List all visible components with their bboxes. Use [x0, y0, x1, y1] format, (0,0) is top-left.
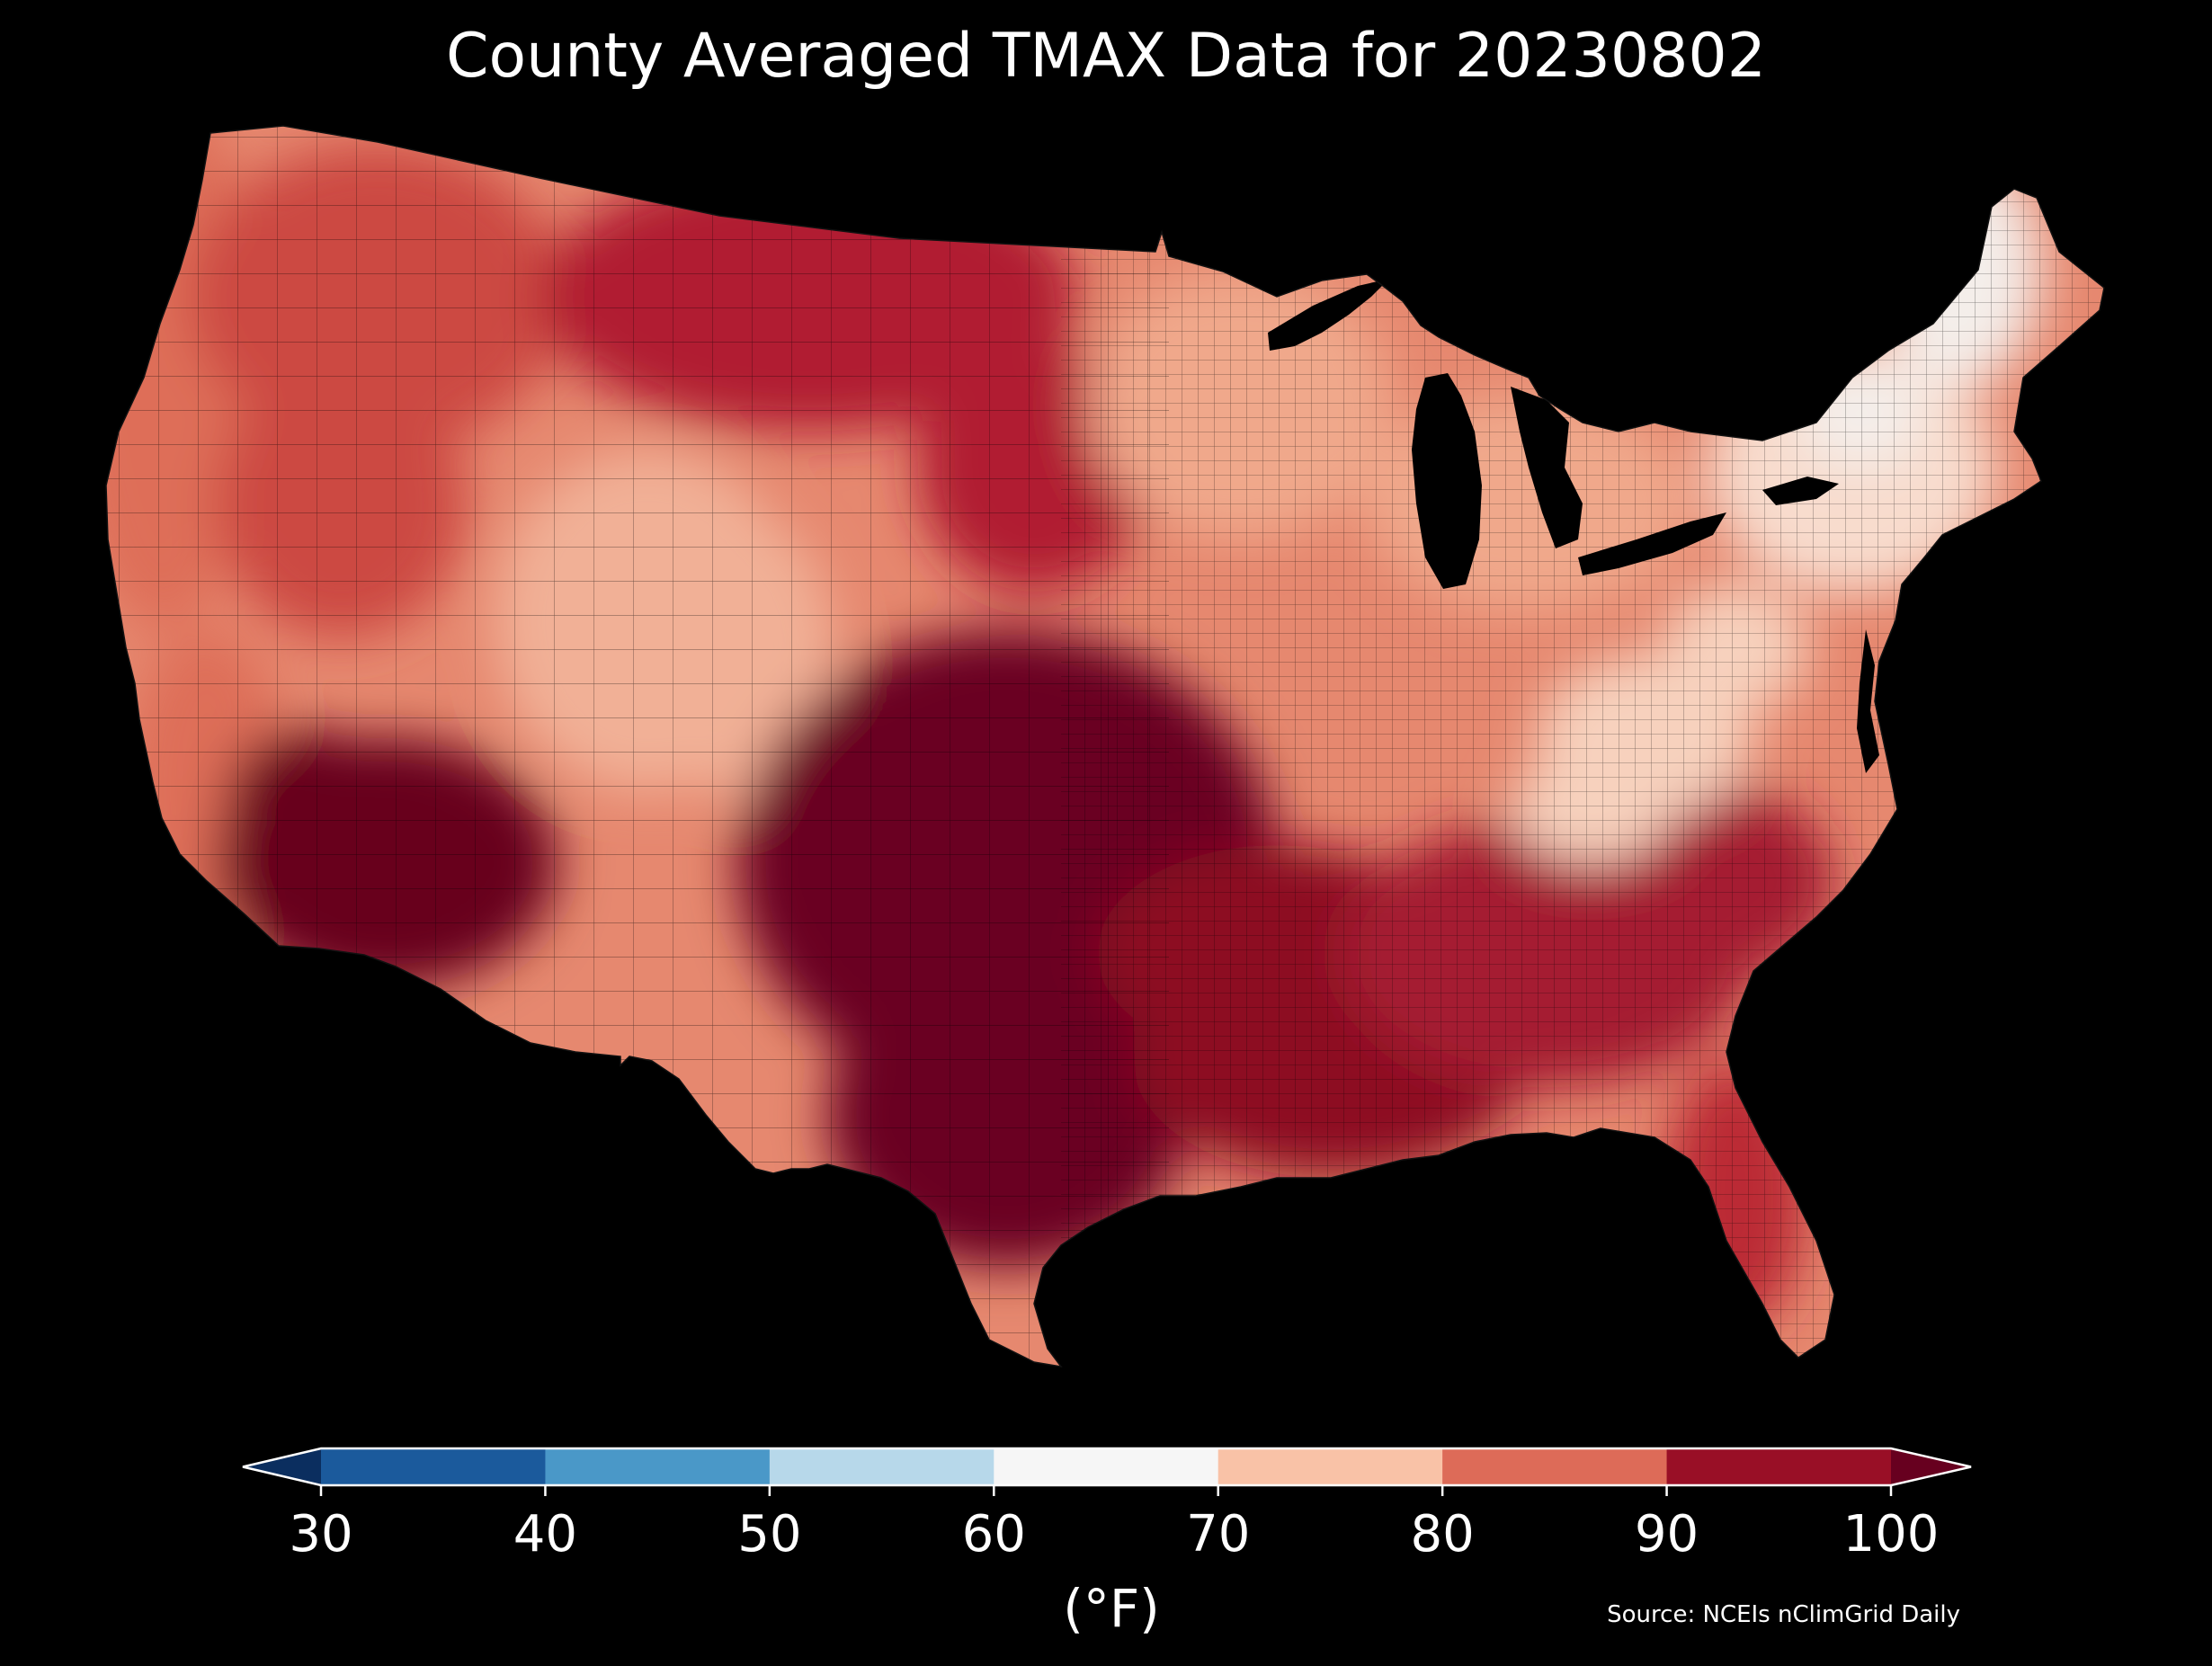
lake-superior	[1268, 279, 1389, 351]
colorbar-over-extension	[1891, 1448, 1971, 1485]
colorbar-tick-label-40: 40	[513, 1505, 578, 1564]
colorbar-tick-label-60: 60	[961, 1505, 1026, 1564]
colorbar-unit-label: (°F)	[1063, 1578, 1160, 1639]
colorbar-tick-label-70: 70	[1186, 1505, 1251, 1564]
lake-huron	[1511, 387, 1583, 548]
lake-ontario	[1762, 477, 1839, 505]
colorbar-bin-80-90	[1442, 1448, 1668, 1485]
lake-erie	[1578, 512, 1726, 575]
colorbar-under-extension	[243, 1448, 321, 1485]
source-credit: Source: NCEIs nClimGrid Daily	[1607, 1601, 1960, 1628]
us-county-tmax-map	[105, 125, 2105, 1368]
chesapeake-bay	[1857, 629, 1879, 773]
lake-michigan	[1412, 373, 1482, 589]
colorbar-bin-70-80	[1217, 1448, 1443, 1485]
colorbar-tick-label-80: 80	[1410, 1505, 1475, 1564]
colorbar-bin-50-60	[769, 1448, 995, 1485]
colorbar-tick-label-100: 100	[1842, 1505, 1940, 1564]
colorbar-tick-label-50: 50	[737, 1505, 802, 1564]
colorbar-bin-60-70	[994, 1448, 1219, 1485]
colorbar-bin-30-40	[321, 1448, 546, 1485]
colorbar-bin-90-100	[1666, 1448, 1892, 1485]
great-lakes	[1268, 279, 1879, 773]
map-title: County Averaged TMAX Data for 20230802	[446, 21, 1766, 92]
colorbar-bin-40-50	[545, 1448, 771, 1485]
colorbar-tick-label-90: 90	[1634, 1505, 1699, 1564]
colorbar-tick-label-30: 30	[289, 1505, 353, 1564]
